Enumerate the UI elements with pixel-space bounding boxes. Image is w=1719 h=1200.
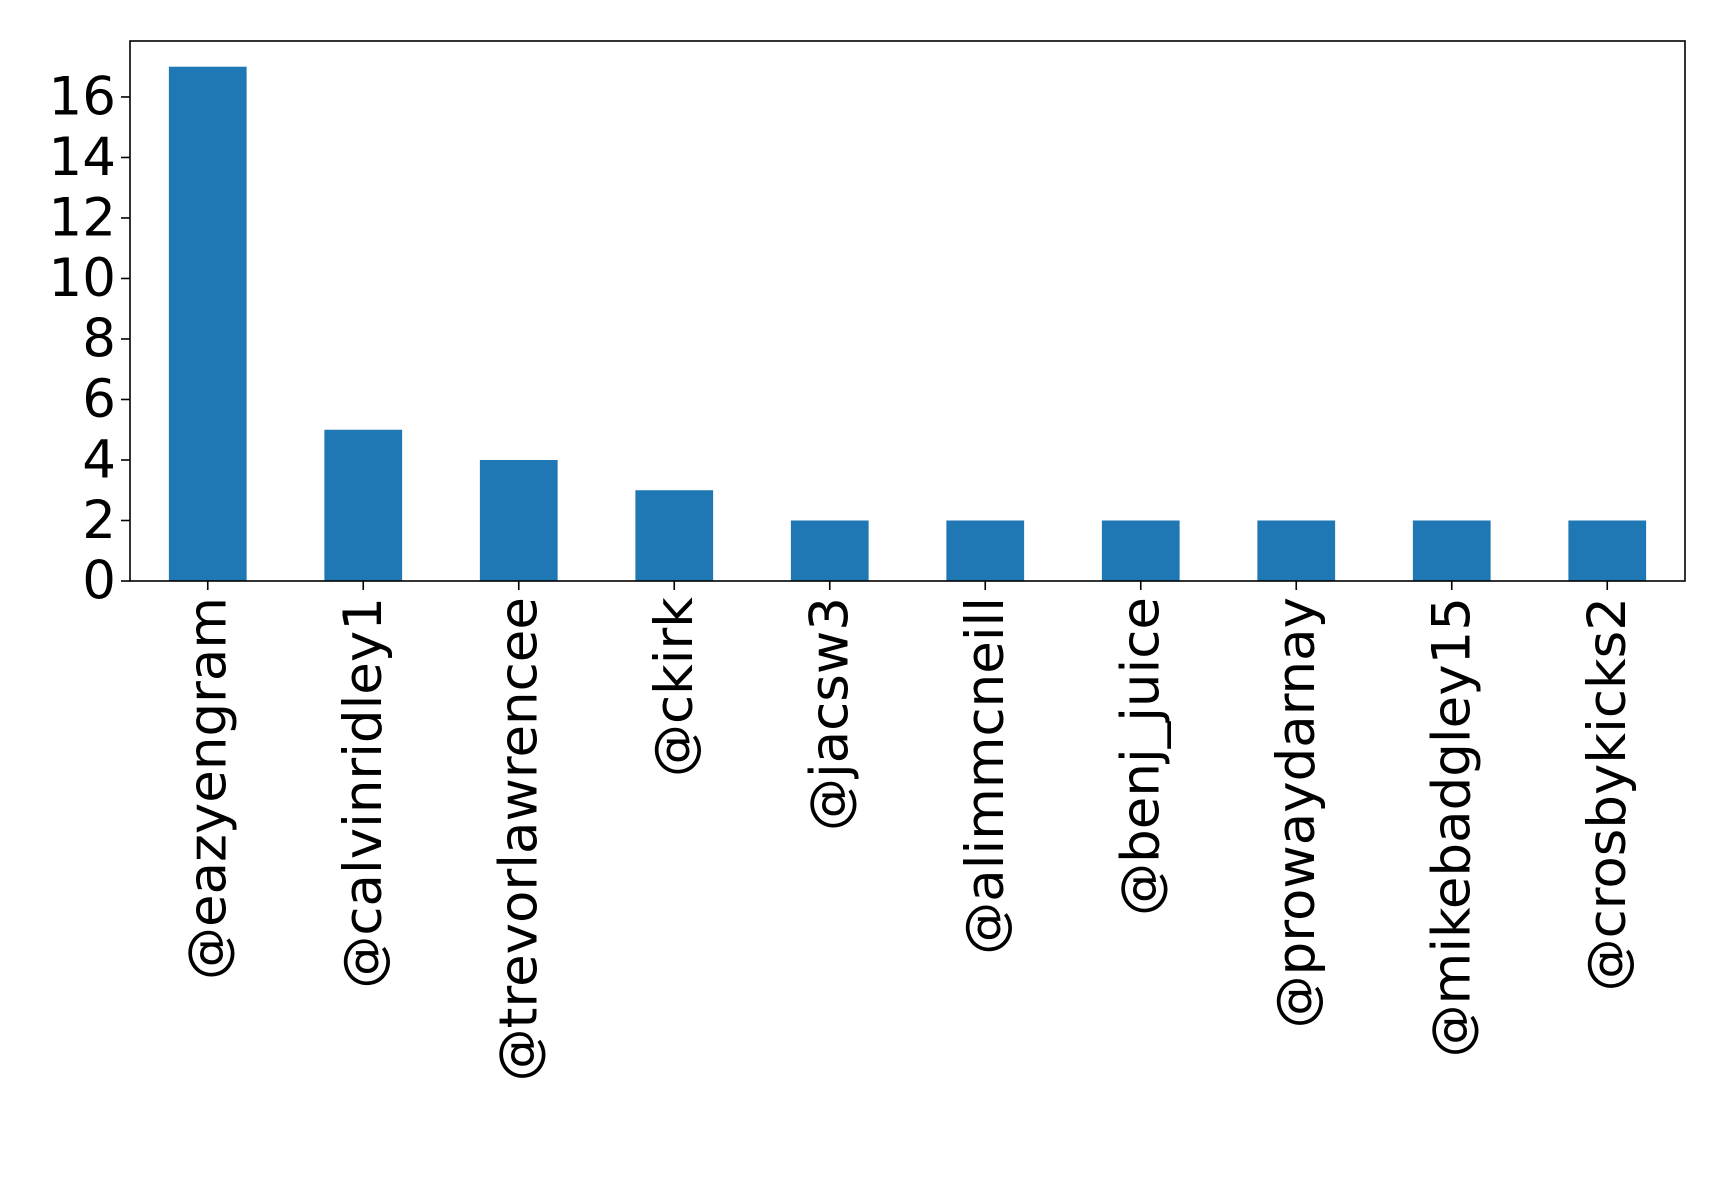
x-tick-label: @ckirk bbox=[644, 597, 705, 777]
y-tick-label: 4 bbox=[82, 429, 116, 490]
bar-crosbykicks2 bbox=[1568, 520, 1647, 581]
y-tick-label: 12 bbox=[49, 187, 116, 248]
y-tick-label: 8 bbox=[82, 308, 116, 369]
x-tick-label: @eazyengram bbox=[177, 597, 238, 980]
bar-jacsw3 bbox=[790, 520, 869, 581]
bar-trevorlawrencee bbox=[479, 459, 558, 581]
bar-eazyengram bbox=[168, 66, 247, 581]
x-tick-label: @mikebadgley15 bbox=[1421, 597, 1482, 1057]
x-tick-label: @prowaydarnay bbox=[1266, 597, 1327, 1028]
x-axis: @eazyengram @calvinridley1 @trevorlawrence… bbox=[177, 581, 1638, 1081]
y-tick-label: 6 bbox=[82, 369, 116, 430]
x-tick-label: @trevorlawrencee bbox=[488, 597, 549, 1081]
bar-alimmcneill bbox=[946, 520, 1025, 581]
x-tick-label: @crosbykicks2 bbox=[1577, 597, 1638, 991]
x-tick-label: @jacsw3 bbox=[799, 597, 860, 831]
bar-prowaydarnay bbox=[1257, 520, 1336, 581]
bar-mikebadgley15 bbox=[1412, 520, 1491, 581]
bar-benjjuice bbox=[1101, 520, 1180, 581]
x-tick-label: @calvinridley1 bbox=[333, 597, 394, 989]
x-tick-label: @benj_juice bbox=[1110, 597, 1171, 916]
bar-calvinridley1 bbox=[324, 429, 403, 581]
y-tick-label: 14 bbox=[49, 127, 116, 188]
y-tick-label: 10 bbox=[49, 248, 116, 309]
bar-ckirk bbox=[635, 490, 714, 581]
x-tick-label: @alimmcneill bbox=[955, 597, 1016, 955]
plot-frame bbox=[129, 40, 1686, 582]
y-tick-label: 2 bbox=[82, 490, 116, 551]
y-tick-label: 16 bbox=[49, 66, 116, 127]
bars-group bbox=[168, 66, 1647, 581]
y-tick-label: 0 bbox=[82, 551, 116, 612]
